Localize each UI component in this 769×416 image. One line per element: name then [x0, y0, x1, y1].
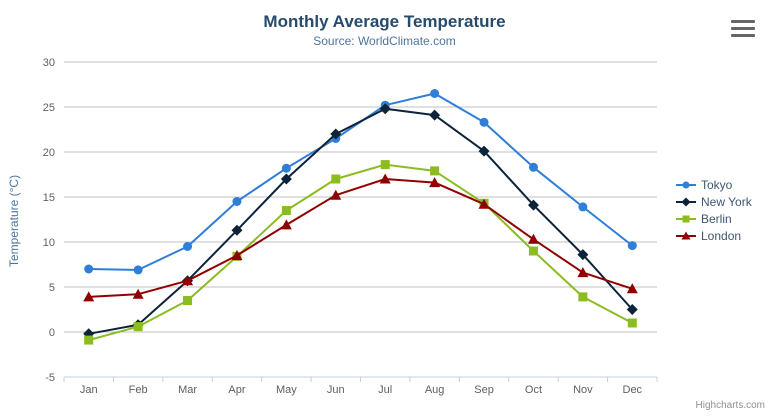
data-point-tokyo-oct[interactable] [528, 162, 538, 172]
x-axis-label: Apr [228, 384, 245, 396]
x-axis-label: Aug [425, 384, 445, 396]
legend-item-label: New York [701, 194, 752, 209]
data-point-london-feb[interactable] [132, 288, 144, 299]
data-point-tokyo-jan[interactable] [84, 264, 94, 274]
diamond-marker-icon [676, 197, 696, 206]
legend-item-london[interactable]: London [676, 227, 752, 244]
data-point-new-york-dec[interactable] [626, 304, 638, 315]
legend-item-label: Berlin [701, 211, 732, 226]
x-axis-label: Dec [623, 384, 643, 396]
legend-item-label: London [701, 228, 742, 243]
data-point-berlin-may[interactable] [281, 206, 291, 215]
data-point-new-york-may[interactable] [280, 173, 292, 185]
x-axis-label: Jan [80, 384, 98, 396]
data-point-berlin-jul[interactable] [380, 160, 390, 170]
legend-item-label: Tokyo [701, 177, 733, 192]
data-point-tokyo-aug[interactable] [430, 89, 440, 98]
y-axis-label: 30 [43, 57, 55, 69]
data-point-berlin-mar[interactable] [183, 296, 193, 305]
data-point-london-jan[interactable] [83, 291, 95, 302]
data-point-new-york-jul[interactable] [379, 103, 391, 115]
data-point-berlin-oct[interactable] [528, 246, 538, 256]
y-axis-label: 25 [43, 102, 55, 114]
export-menu-button[interactable] [731, 20, 755, 40]
data-point-tokyo-nov[interactable] [578, 202, 588, 212]
hamburger-icon [731, 34, 755, 37]
y-axis-label: 20 [43, 147, 55, 159]
y-axis-label: 15 [43, 192, 55, 204]
data-point-tokyo-apr[interactable] [232, 197, 242, 206]
data-point-new-york-oct[interactable] [527, 199, 539, 211]
data-point-new-york-aug[interactable] [429, 109, 441, 121]
chart-title: Monthly Average Temperature [263, 12, 506, 31]
series-line-berlin[interactable] [88, 163, 633, 342]
legend-item-berlin[interactable]: Berlin [676, 210, 752, 227]
triangle-marker-icon [676, 231, 696, 239]
series-line-new-york[interactable] [88, 107, 634, 335]
data-point-berlin-feb[interactable] [133, 322, 143, 332]
data-point-london-jul[interactable] [379, 173, 391, 184]
data-point-london-aug[interactable] [429, 177, 441, 188]
x-axis-label: Oct [525, 384, 542, 396]
data-point-london-oct[interactable] [527, 233, 539, 244]
x-axis-label: Nov [573, 384, 593, 396]
series-line-london[interactable] [88, 178, 633, 298]
data-point-tokyo-mar[interactable] [183, 242, 193, 251]
data-point-london-jun[interactable] [330, 189, 342, 200]
data-point-new-york-sep[interactable] [478, 145, 490, 157]
data-point-new-york-nov[interactable] [577, 249, 589, 261]
data-point-berlin-jan[interactable] [84, 335, 94, 345]
x-axis-label: Jun [327, 384, 345, 396]
hamburger-icon [731, 27, 755, 30]
data-point-london-sep[interactable] [478, 198, 490, 209]
data-point-berlin-aug[interactable] [430, 166, 440, 176]
data-point-new-york-jun[interactable] [330, 128, 342, 140]
data-point-london-nov[interactable] [577, 267, 589, 278]
y-axis-label: -5 [45, 372, 55, 384]
data-point-tokyo-feb[interactable] [133, 265, 143, 275]
data-point-berlin-jun[interactable] [331, 174, 341, 184]
square-marker-icon [676, 215, 696, 222]
x-axis-label: Sep [474, 384, 494, 396]
x-axis-label: May [276, 384, 297, 396]
x-axis-label: Jul [378, 384, 392, 396]
data-point-london-dec[interactable] [626, 283, 638, 294]
data-point-london-mar[interactable] [182, 275, 194, 286]
data-point-london-apr[interactable] [231, 250, 243, 260]
data-point-berlin-dec[interactable] [627, 318, 637, 328]
data-point-london-may[interactable] [280, 219, 292, 230]
data-point-berlin-nov[interactable] [578, 292, 588, 302]
legend: Tokyo New York Berlin London [676, 176, 752, 244]
y-axis-title: Temperature (°C) [7, 174, 21, 268]
data-point-tokyo-sep[interactable] [479, 117, 489, 127]
hamburger-icon [731, 20, 755, 23]
data-point-new-york-apr[interactable] [231, 224, 243, 236]
y-axis-label: 10 [43, 237, 55, 249]
x-axis-label: Feb [129, 384, 148, 396]
x-axis-label: Mar [178, 384, 197, 396]
series-line-tokyo[interactable] [88, 92, 633, 271]
y-axis-label: 5 [49, 282, 55, 294]
legend-item-tokyo[interactable]: Tokyo [676, 176, 752, 193]
chart-subtitle: Source: WorldClimate.com [313, 34, 456, 48]
circle-marker-icon [676, 181, 696, 188]
y-axis-label: 0 [49, 327, 55, 339]
data-point-tokyo-dec[interactable] [627, 241, 637, 251]
credits-link[interactable]: Highcharts.com [695, 400, 765, 411]
legend-item-new-york[interactable]: New York [676, 193, 752, 210]
data-point-tokyo-may[interactable] [281, 163, 291, 173]
